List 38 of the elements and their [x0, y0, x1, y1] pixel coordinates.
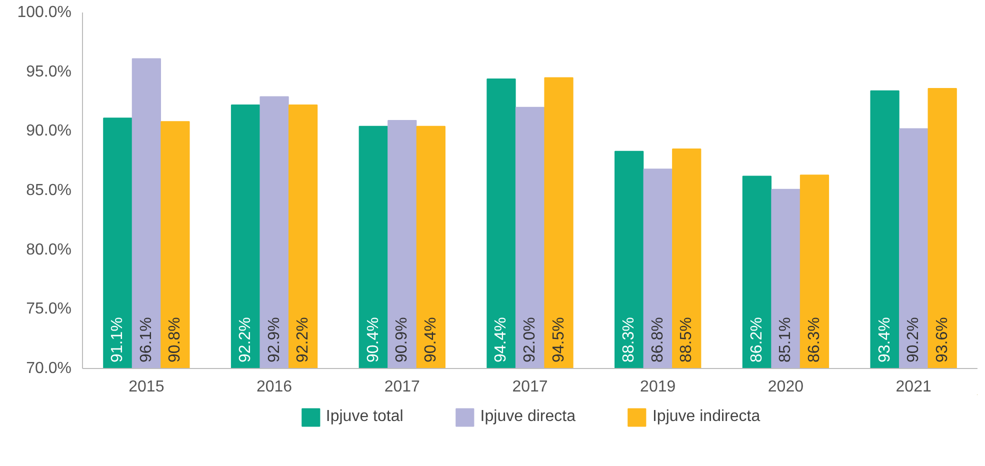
- text: 88.3%: [620, 317, 638, 362]
- y-tick-label: 90.0%: [26, 122, 72, 140]
- text: 96.1%: [138, 317, 155, 362]
- text: 90.4%: [422, 317, 440, 362]
- text: 88.5%: [678, 317, 696, 362]
- legend-label: Ipjuve total: [326, 408, 404, 426]
- text: 90.4%: [364, 317, 382, 362]
- text: 92.0%: [522, 317, 538, 362]
- text: 91.1%: [109, 317, 126, 362]
- y-tick-label: 70.0%: [26, 360, 72, 377]
- x-tick-label: 2021: [896, 378, 932, 396]
- legend-label: Ipjuve directa: [480, 408, 576, 426]
- x-tick-label: 2015: [128, 378, 164, 396]
- x-tick-label: 2017: [384, 378, 420, 396]
- y-tick-label: 85.0%: [26, 182, 72, 199]
- text: 94.4%: [492, 317, 510, 362]
- text: 93.6%: [934, 317, 951, 362]
- y-tick-label: 95.0%: [26, 63, 72, 80]
- text: 92.9%: [266, 317, 283, 362]
- text: 92.2%: [294, 317, 312, 362]
- legend-label: Ipjuve indirecta: [652, 408, 760, 426]
- text: 86.2%: [748, 317, 766, 362]
- text: 85.1%: [777, 317, 794, 362]
- text: 86.8%: [649, 317, 666, 362]
- text: 93.4%: [876, 317, 894, 362]
- text: 90.9%: [394, 317, 411, 362]
- y-tick-label: 75.0%: [26, 300, 72, 318]
- x-tick-label: 2019: [640, 378, 676, 396]
- text: 90.2%: [905, 317, 922, 362]
- text: 86.3%: [806, 317, 823, 362]
- y-tick-label: 100.0%: [17, 4, 72, 21]
- x-tick-label: 2020: [768, 378, 804, 396]
- x-tick-label: 2017: [512, 378, 548, 396]
- y-tick-label: 80.0%: [26, 241, 72, 258]
- text: 94.5%: [550, 317, 568, 362]
- text: 92.2%: [237, 317, 254, 362]
- x-tick-label: 2016: [256, 378, 292, 396]
- text: 90.8%: [166, 317, 184, 362]
